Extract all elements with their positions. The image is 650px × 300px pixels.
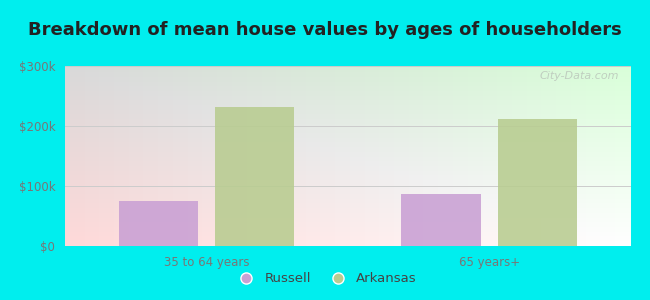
Bar bbox=[215, 107, 294, 246]
Text: City-Data.com: City-Data.com bbox=[540, 71, 619, 81]
Text: Breakdown of mean house values by ages of householders: Breakdown of mean house values by ages o… bbox=[28, 21, 622, 39]
Bar bbox=[498, 119, 577, 246]
Bar bbox=[119, 201, 198, 246]
Legend: Russell, Arkansas: Russell, Arkansas bbox=[228, 267, 422, 290]
Bar bbox=[402, 194, 480, 246]
